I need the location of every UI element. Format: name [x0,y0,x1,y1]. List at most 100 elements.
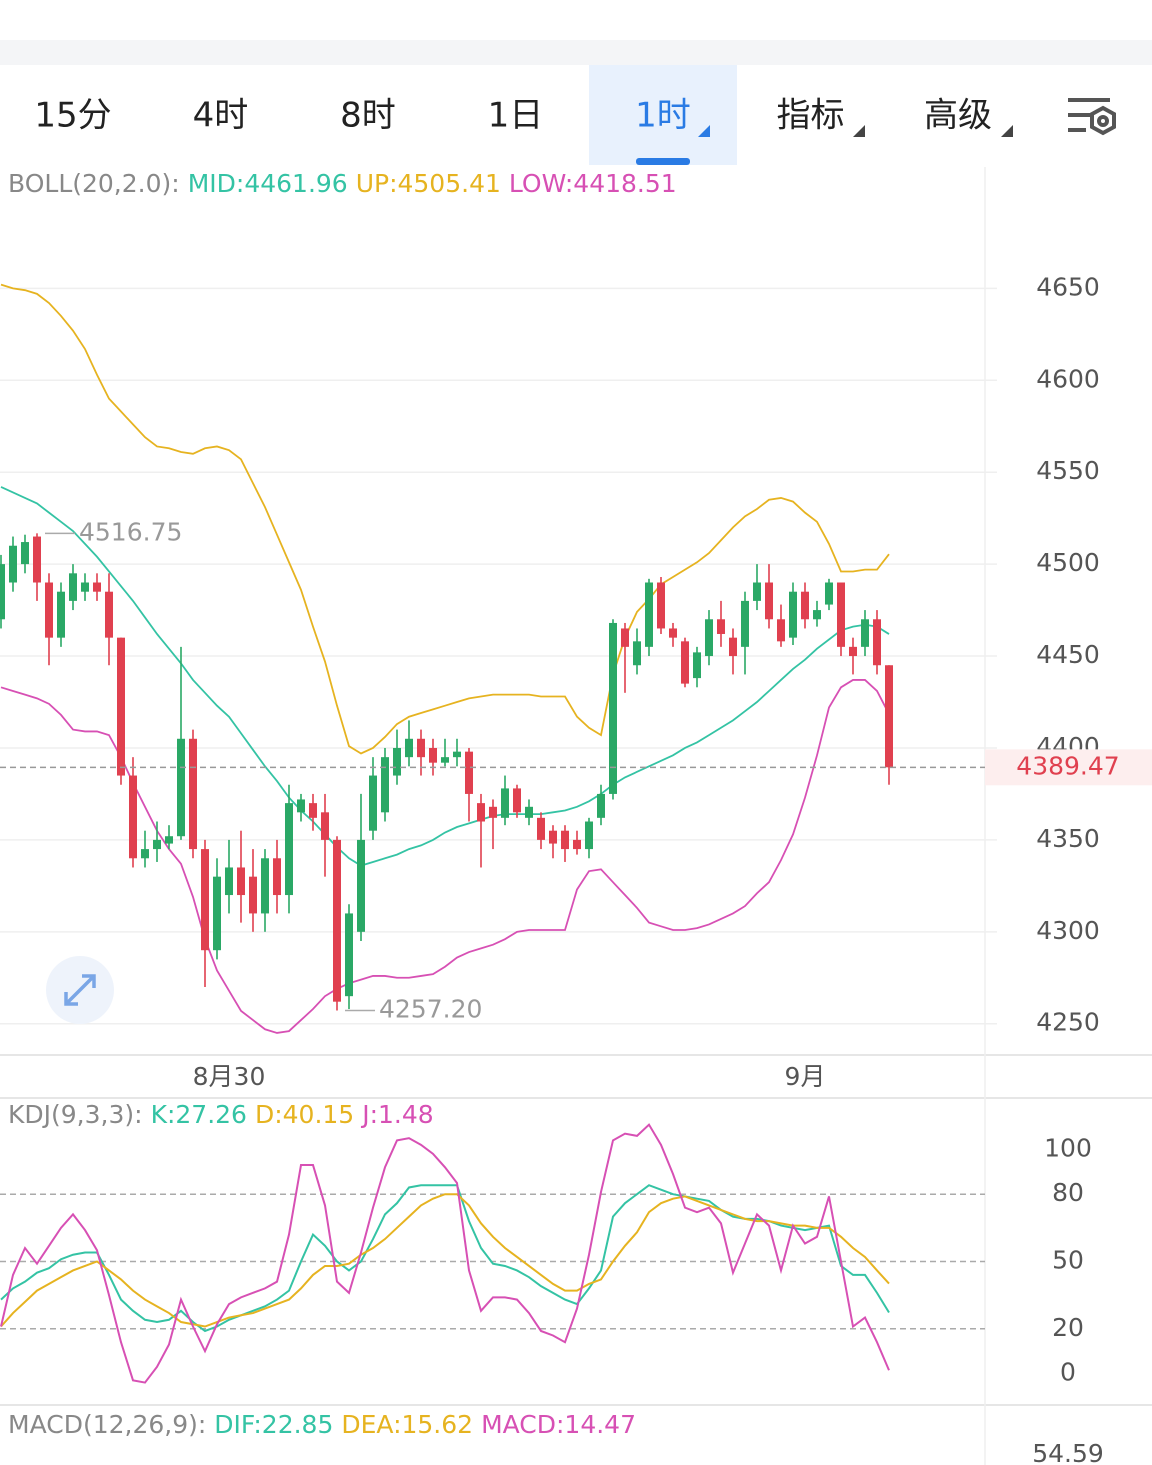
candle-body [621,628,629,647]
candle-body [405,738,413,758]
candle-body [33,536,41,583]
expand-button[interactable] [46,956,114,1024]
indicator-line [0,1193,890,1328]
candle-body [273,858,281,896]
candle-body [0,564,5,620]
candle-body [537,817,545,840]
x-tick-label: 8月30 [193,1062,266,1091]
candle-body [213,876,221,951]
candle-body [237,867,245,896]
candle-body [441,757,449,763]
tab[interactable]: 1时 [635,96,691,136]
candle-body [321,812,329,840]
candle-body [453,751,461,758]
candle-body [369,775,377,831]
band-line [0,679,890,1034]
tab[interactable]: 高级 [924,96,992,136]
legend-entry: MID:4461.96 [188,169,348,198]
candle-body [105,591,113,638]
separator-band [0,40,1152,65]
candle-body [285,803,293,896]
candle-body [69,573,77,601]
indicator-title: MACD(12,26,9): [8,1410,206,1439]
candle-body [717,619,725,634]
candle-body [345,913,353,997]
candle-body [393,747,401,776]
candle-body [429,747,437,763]
candle-body [609,622,617,794]
indicator-line [0,1184,890,1333]
candle-body [165,836,173,844]
tab[interactable]: 4时 [193,96,249,136]
active-tab-indicator [636,158,690,165]
candle-body [117,637,125,776]
candle-body [333,839,341,1002]
candle-body [801,591,809,620]
candle-body [477,803,485,822]
indicator-title: BOLL(20,2.0): [8,169,180,198]
candle-body [669,628,677,638]
indicator-line [0,1123,890,1384]
candle-body [9,545,17,583]
y-tick-label: 100 [1044,1133,1092,1162]
candle-body [573,839,581,850]
candle-body [81,582,89,592]
candle-body [261,858,269,914]
candle-body [525,806,533,818]
tab[interactable]: 指标 [777,96,845,136]
dropdown-mark [853,125,865,137]
annotation: 4516.75 [79,517,182,546]
candle-body [657,582,665,629]
candle-body [789,591,797,638]
candle-body [297,799,305,813]
candle-body [849,646,857,657]
x-tick-label: 9月 [785,1062,826,1091]
dropdown-marks [698,125,1013,137]
y-tick-label: 50 [1052,1245,1084,1274]
y-tick-label: 4350 [1036,824,1100,853]
candle-body [489,806,497,818]
active-tab-bg [589,65,737,165]
candle-body [513,788,521,813]
candle-body [501,788,509,818]
tab[interactable]: 1日 [488,96,544,136]
y-tick-label: 0 [1060,1358,1076,1387]
candle-body [21,542,29,565]
legend-entry: J:1.48 [360,1100,433,1129]
y-tick-label: 4550 [1036,456,1100,485]
candle-body [693,652,701,679]
candle-body [45,582,53,638]
candle-body [561,830,569,850]
candle-body [201,849,209,951]
y-tick-label: 4600 [1036,364,1100,393]
y-tick-label: 4250 [1036,1008,1100,1037]
y-tick-label: 4500 [1036,548,1100,577]
legend-entry: MACD:14.47 [481,1410,636,1439]
candle-body [633,641,641,666]
icon-dot [1097,115,1109,127]
candle-body [741,600,749,647]
candle-body [729,637,737,657]
candle-body [765,582,773,620]
settings-icon[interactable] [1068,98,1116,136]
candle-body [825,582,833,605]
candle-body [597,793,605,818]
tab-bar: 15分 4时 8时 1日 1时 指标 高级 [34,65,992,165]
indicator-title: KDJ(9,3,3): [8,1100,143,1129]
dropdown-mark [698,125,710,137]
candle-body [705,619,713,657]
legend-entry: UP:4505.41 [356,169,501,198]
plot: 4250430043504400445045004550460046508月30… [0,169,1152,1465]
candle-body [813,610,821,620]
tab[interactable]: 15分 [34,96,111,136]
candle-body [777,619,785,642]
candle-body [585,821,593,850]
candle-body [93,582,101,592]
candle-body [225,867,233,896]
tab[interactable]: 8时 [340,96,396,136]
candle-body [249,876,257,914]
candle-body [681,641,689,684]
candle-body [309,803,317,818]
